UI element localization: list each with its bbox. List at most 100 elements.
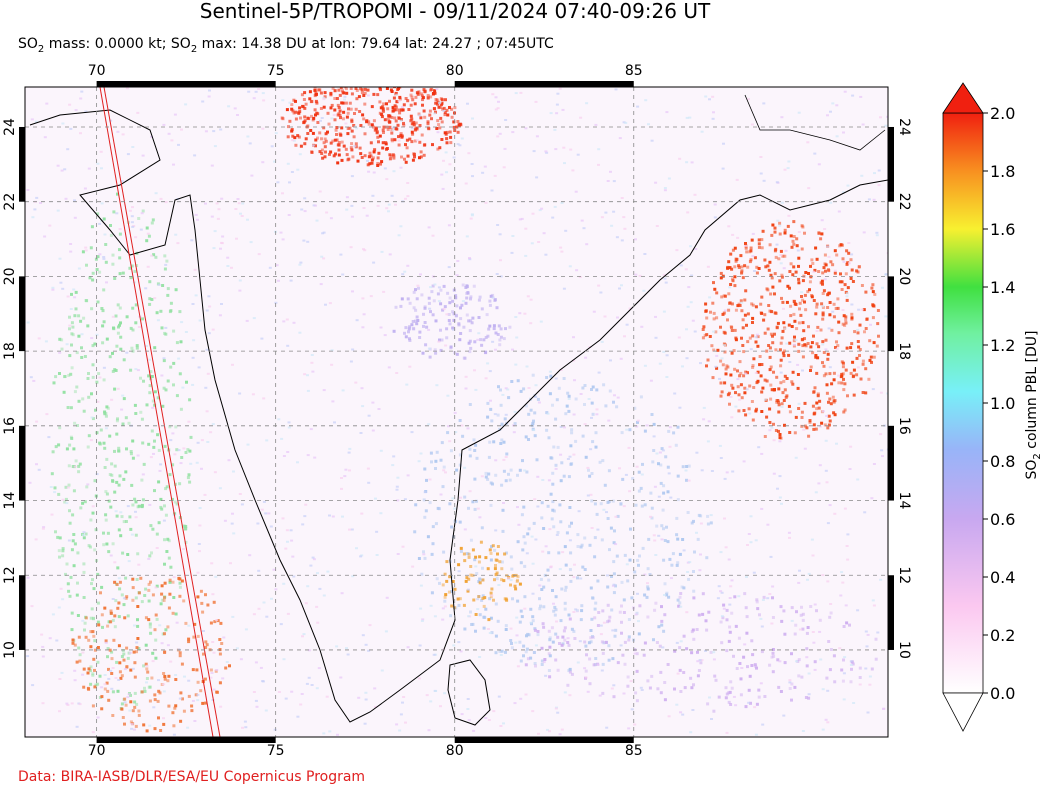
retrieval-pixel	[29, 376, 33, 379]
retrieval-pixel	[817, 163, 821, 166]
retrieval-pixel	[627, 727, 631, 730]
retrieval-pixel	[795, 237, 799, 241]
retrieval-pixel	[122, 397, 126, 401]
retrieval-pixel	[777, 257, 781, 261]
retrieval-pixel	[390, 131, 394, 135]
retrieval-pixel	[41, 655, 45, 658]
retrieval-pixel	[768, 243, 772, 247]
retrieval-pixel	[431, 313, 435, 317]
retrieval-pixel	[832, 302, 836, 306]
retrieval-pixel	[134, 303, 138, 307]
retrieval-pixel	[751, 364, 755, 368]
retrieval-pixel	[759, 302, 763, 306]
retrieval-pixel	[310, 361, 314, 364]
retrieval-pixel	[153, 727, 157, 731]
retrieval-pixel	[421, 618, 425, 621]
retrieval-pixel	[87, 395, 91, 399]
retrieval-pixel	[198, 507, 202, 509]
retrieval-pixel	[500, 567, 504, 571]
retrieval-pixel	[164, 326, 168, 329]
retrieval-pixel	[449, 614, 453, 618]
retrieval-pixel	[541, 622, 545, 626]
retrieval-pixel	[835, 253, 839, 257]
retrieval-pixel	[750, 664, 754, 667]
retrieval-pixel	[168, 473, 172, 477]
retrieval-pixel	[178, 577, 182, 581]
retrieval-pixel	[448, 440, 452, 443]
retrieval-pixel	[401, 701, 404, 704]
retrieval-pixel	[808, 419, 812, 422]
retrieval-pixel	[319, 119, 322, 122]
retrieval-pixel	[769, 273, 773, 277]
retrieval-pixel	[112, 210, 116, 214]
retrieval-pixel	[387, 203, 391, 206]
frame-bar	[19, 276, 25, 352]
retrieval-pixel	[102, 366, 106, 369]
retrieval-pixel	[793, 319, 797, 323]
retrieval-pixel	[439, 288, 443, 292]
retrieval-pixel	[416, 319, 420, 322]
retrieval-pixel	[186, 476, 190, 480]
retrieval-pixel	[348, 528, 351, 531]
retrieval-pixel	[471, 175, 474, 178]
retrieval-pixel	[51, 288, 55, 291]
retrieval-pixel	[735, 667, 739, 670]
retrieval-pixel	[524, 435, 528, 439]
retrieval-pixel	[468, 350, 472, 354]
retrieval-pixel	[470, 163, 474, 165]
retrieval-pixel	[468, 454, 472, 458]
retrieval-pixel	[151, 651, 155, 655]
retrieval-pixel	[57, 606, 61, 609]
retrieval-pixel	[464, 375, 468, 378]
retrieval-pixel	[186, 448, 190, 452]
retrieval-pixel	[77, 334, 81, 338]
subtitle-part: SO	[18, 36, 38, 52]
retrieval-pixel	[762, 179, 766, 182]
retrieval-pixel	[826, 357, 830, 361]
retrieval-pixel	[95, 268, 99, 271]
retrieval-pixel	[72, 489, 76, 493]
retrieval-pixel	[707, 610, 711, 614]
retrieval-pixel	[736, 378, 740, 381]
retrieval-pixel	[163, 596, 166, 600]
retrieval-pixel	[715, 316, 719, 320]
retrieval-pixel	[599, 624, 603, 627]
retrieval-pixel	[868, 683, 872, 686]
retrieval-pixel	[819, 328, 823, 332]
retrieval-pixel	[696, 660, 700, 663]
retrieval-pixel	[220, 303, 223, 305]
retrieval-pixel	[740, 269, 744, 273]
retrieval-pixel	[568, 524, 572, 528]
retrieval-pixel	[64, 572, 67, 576]
retrieval-pixel	[462, 552, 466, 556]
retrieval-pixel	[156, 319, 160, 322]
retrieval-pixel	[582, 227, 586, 230]
retrieval-pixel	[598, 694, 602, 697]
retrieval-pixel	[430, 460, 433, 464]
retrieval-pixel	[749, 258, 753, 262]
retrieval-pixel	[747, 701, 751, 704]
retrieval-pixel	[189, 435, 193, 439]
retrieval-pixel	[153, 628, 157, 632]
retrieval-pixel	[585, 653, 588, 657]
retrieval-pixel	[102, 441, 106, 445]
retrieval-pixel	[405, 138, 409, 142]
retrieval-pixel	[419, 116, 423, 120]
retrieval-pixel	[587, 398, 591, 400]
retrieval-pixel	[427, 296, 431, 300]
retrieval-pixel	[765, 287, 769, 291]
retrieval-pixel	[420, 620, 424, 622]
retrieval-pixel	[475, 572, 479, 575]
retrieval-pixel	[872, 198, 876, 201]
retrieval-pixel	[357, 95, 361, 99]
retrieval-pixel	[428, 109, 432, 113]
retrieval-pixel	[47, 436, 51, 439]
retrieval-pixel	[555, 398, 559, 402]
retrieval-pixel	[642, 653, 646, 657]
retrieval-pixel	[611, 584, 615, 587]
retrieval-pixel	[771, 651, 775, 655]
retrieval-pixel	[752, 571, 756, 574]
retrieval-pixel	[323, 145, 327, 149]
retrieval-pixel	[778, 475, 782, 478]
retrieval-pixel	[748, 674, 752, 678]
